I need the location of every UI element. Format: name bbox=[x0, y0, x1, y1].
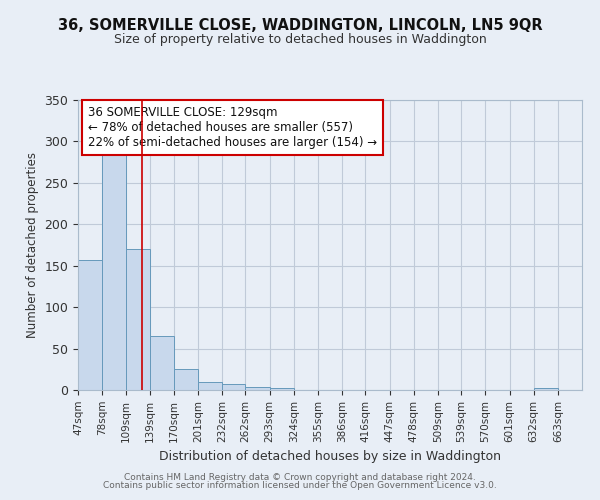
Bar bbox=[126, 249, 149, 390]
Bar bbox=[102, 153, 126, 390]
Text: 36 SOMERVILLE CLOSE: 129sqm
← 78% of detached houses are smaller (557)
22% of se: 36 SOMERVILLE CLOSE: 129sqm ← 78% of det… bbox=[88, 106, 377, 149]
Bar bbox=[149, 336, 174, 390]
Text: 36, SOMERVILLE CLOSE, WADDINGTON, LINCOLN, LN5 9QR: 36, SOMERVILLE CLOSE, WADDINGTON, LINCOL… bbox=[58, 18, 542, 32]
Y-axis label: Number of detached properties: Number of detached properties bbox=[26, 152, 39, 338]
Bar bbox=[245, 386, 269, 390]
Bar bbox=[222, 384, 245, 390]
Bar bbox=[269, 388, 294, 390]
X-axis label: Distribution of detached houses by size in Waddington: Distribution of detached houses by size … bbox=[159, 450, 501, 463]
Bar bbox=[78, 260, 102, 390]
Bar bbox=[534, 388, 558, 390]
Bar bbox=[198, 382, 222, 390]
Text: Size of property relative to detached houses in Waddington: Size of property relative to detached ho… bbox=[113, 32, 487, 46]
Text: Contains HM Land Registry data © Crown copyright and database right 2024.: Contains HM Land Registry data © Crown c… bbox=[124, 472, 476, 482]
Bar bbox=[174, 370, 198, 390]
Text: Contains public sector information licensed under the Open Government Licence v3: Contains public sector information licen… bbox=[103, 481, 497, 490]
